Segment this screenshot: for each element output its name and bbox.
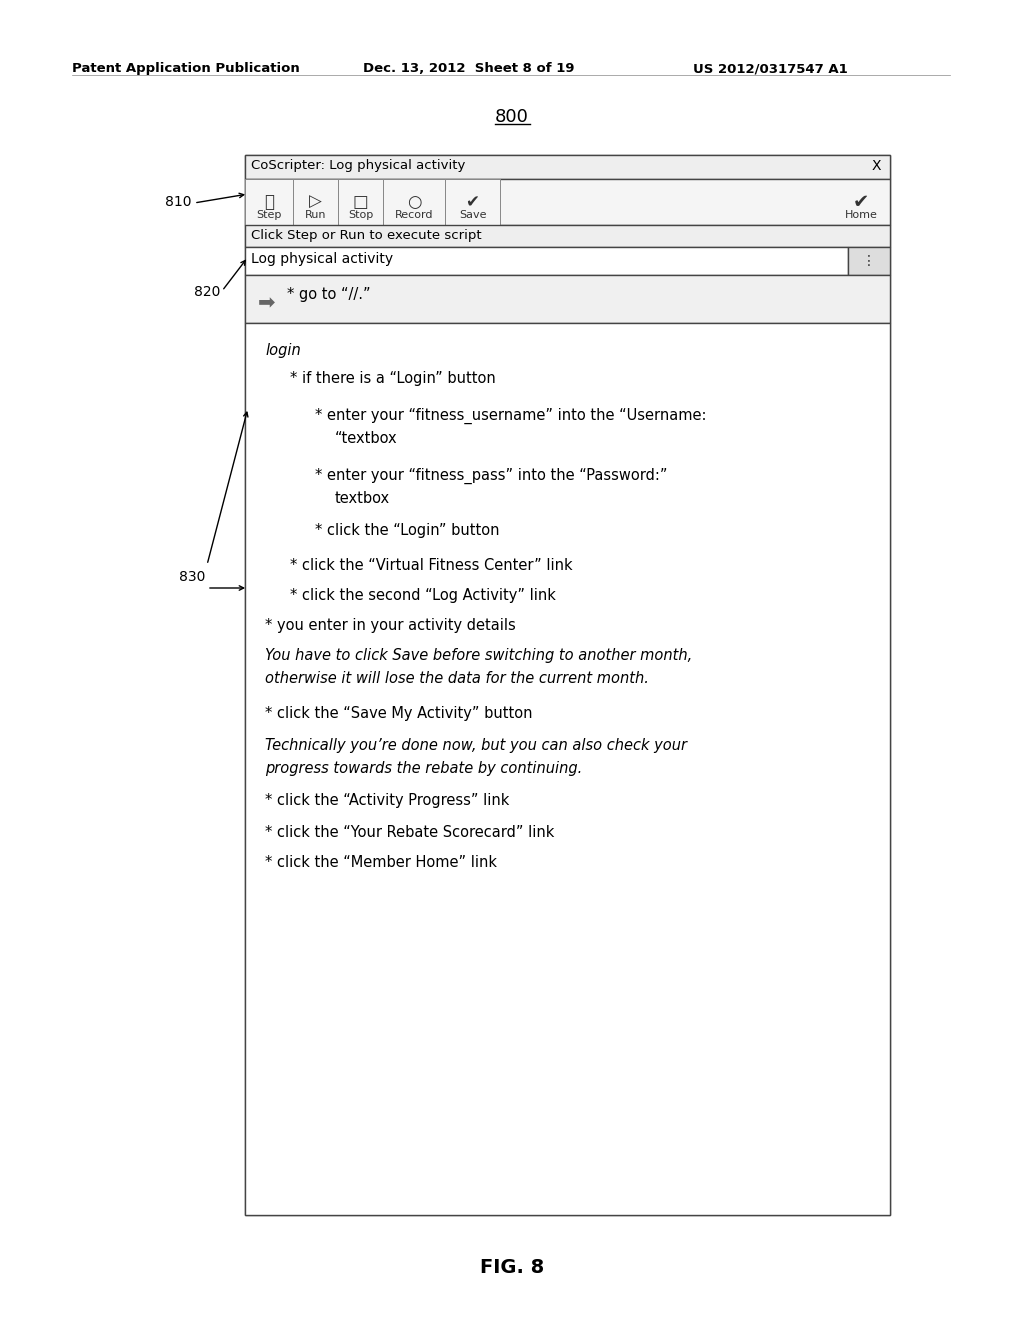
Text: ✔: ✔ bbox=[853, 193, 869, 213]
Text: Save: Save bbox=[459, 210, 486, 220]
Text: * click the “Your Rebate Scorecard” link: * click the “Your Rebate Scorecard” link bbox=[265, 825, 554, 840]
Bar bbox=[245, 275, 890, 323]
Text: * click the “Login” button: * click the “Login” button bbox=[315, 523, 500, 539]
Text: Technically you’re done now, but you can also check your: Technically you’re done now, but you can… bbox=[265, 738, 687, 752]
Text: Dec. 13, 2012  Sheet 8 of 19: Dec. 13, 2012 Sheet 8 of 19 bbox=[362, 62, 574, 75]
Bar bbox=[245, 180, 890, 224]
Text: * enter your “fitness_username” into the “Username:: * enter your “fitness_username” into the… bbox=[315, 408, 707, 424]
Text: Run: Run bbox=[305, 210, 327, 220]
Text: ✔: ✔ bbox=[466, 193, 479, 211]
Text: * go to “//.”: * go to “//.” bbox=[287, 286, 371, 302]
Text: 810: 810 bbox=[166, 195, 193, 209]
Text: ○: ○ bbox=[407, 193, 421, 211]
Text: * click the “Activity Progress” link: * click the “Activity Progress” link bbox=[265, 793, 509, 808]
Text: CoScripter: Log physical activity: CoScripter: Log physical activity bbox=[251, 158, 465, 172]
Bar bbox=[445, 180, 500, 224]
Text: * click the “Save My Activity” button: * click the “Save My Activity” button bbox=[265, 706, 532, 721]
Bar bbox=[245, 323, 890, 1214]
Text: * click the “Virtual Fitness Center” link: * click the “Virtual Fitness Center” lin… bbox=[290, 558, 572, 573]
Text: “textbox: “textbox bbox=[335, 432, 397, 446]
Text: otherwise it will lose the data for the current month.: otherwise it will lose the data for the … bbox=[265, 671, 649, 686]
Text: ▷: ▷ bbox=[309, 193, 322, 211]
Text: Stop: Stop bbox=[348, 210, 373, 220]
Text: * click the “Member Home” link: * click the “Member Home” link bbox=[265, 855, 497, 870]
Text: ➡: ➡ bbox=[258, 293, 275, 313]
Text: FIG. 8: FIG. 8 bbox=[480, 1258, 544, 1276]
Text: 820: 820 bbox=[194, 285, 220, 300]
Text: X: X bbox=[871, 158, 881, 173]
Text: □: □ bbox=[352, 193, 369, 211]
Bar bbox=[245, 224, 890, 247]
Text: * enter your “fitness_pass” into the “Password:”: * enter your “fitness_pass” into the “Pa… bbox=[315, 469, 668, 484]
Bar bbox=[293, 180, 338, 224]
Text: Step: Step bbox=[256, 210, 282, 220]
Text: textbox: textbox bbox=[335, 491, 390, 506]
Bar bbox=[383, 180, 445, 224]
Bar bbox=[848, 247, 890, 275]
Bar bbox=[245, 154, 890, 1214]
Text: Click Step or Run to execute script: Click Step or Run to execute script bbox=[251, 228, 481, 242]
Text: ⋮: ⋮ bbox=[862, 253, 876, 268]
Text: 800: 800 bbox=[495, 108, 529, 125]
Text: * if there is a “Login” button: * if there is a “Login” button bbox=[290, 371, 496, 385]
Text: * you enter in your activity details: * you enter in your activity details bbox=[265, 618, 516, 634]
Text: You have to click Save before switching to another month,: You have to click Save before switching … bbox=[265, 648, 692, 663]
Bar bbox=[245, 154, 890, 180]
Text: Patent Application Publication: Patent Application Publication bbox=[72, 62, 300, 75]
Text: progress towards the rebate by continuing.: progress towards the rebate by continuin… bbox=[265, 762, 583, 776]
Text: Record: Record bbox=[394, 210, 433, 220]
Text: Log physical activity: Log physical activity bbox=[251, 252, 393, 267]
Text: 830: 830 bbox=[178, 570, 205, 583]
Bar bbox=[338, 180, 383, 224]
Bar bbox=[245, 180, 293, 224]
Text: Home: Home bbox=[845, 210, 878, 220]
Text: * click the second “Log Activity” link: * click the second “Log Activity” link bbox=[290, 587, 556, 603]
Text: US 2012/0317547 A1: US 2012/0317547 A1 bbox=[693, 62, 848, 75]
Bar bbox=[245, 247, 848, 275]
Text: login: login bbox=[265, 343, 301, 358]
Text: ⏯: ⏯ bbox=[264, 193, 274, 211]
